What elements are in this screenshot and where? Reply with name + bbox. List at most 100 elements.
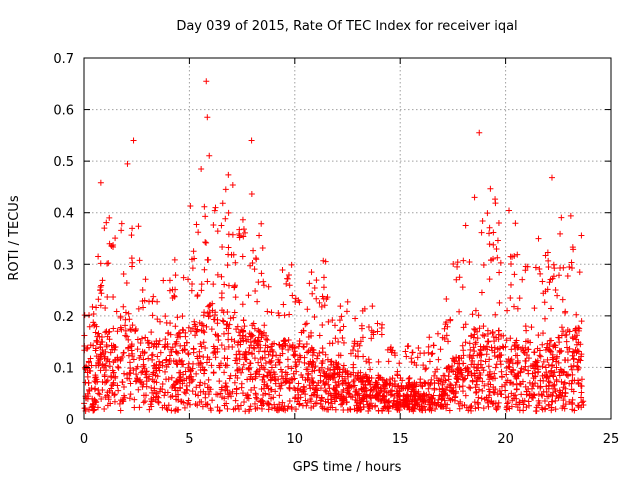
data-point [193, 221, 200, 228]
data-point [332, 406, 339, 413]
x-tick-labels: 0 5 10 15 20 25 [80, 432, 619, 447]
data-point [241, 323, 248, 330]
data-point [139, 287, 146, 294]
data-point [211, 345, 218, 352]
data-point [213, 391, 220, 398]
data-point [175, 330, 182, 337]
data-point [90, 342, 97, 349]
data-point [572, 327, 579, 334]
data-point [281, 337, 288, 344]
data-point [359, 307, 366, 314]
data-point [507, 281, 514, 288]
data-point [460, 360, 467, 367]
data-point [539, 278, 546, 285]
data-point [257, 356, 264, 363]
data-point [577, 357, 584, 364]
data-point [510, 303, 517, 310]
data-point [570, 362, 577, 369]
data-point [450, 261, 457, 268]
data-point [563, 338, 570, 345]
data-point [110, 325, 117, 332]
y-tick-label: 0.6 [53, 104, 74, 119]
data-point [554, 353, 561, 360]
data-point [498, 383, 505, 390]
data-point [86, 406, 93, 413]
data-point [222, 215, 229, 222]
data-point [276, 392, 283, 399]
data-point [419, 407, 426, 414]
data-point [324, 365, 331, 372]
data-point [229, 388, 236, 395]
data-point [185, 397, 192, 404]
data-point [125, 352, 132, 359]
data-point [484, 346, 491, 353]
data-point [100, 364, 107, 371]
data-point [387, 388, 394, 395]
data-point [509, 253, 516, 260]
data-point [489, 347, 496, 354]
data-point [468, 361, 475, 368]
data-point [476, 386, 483, 393]
data-point [286, 282, 293, 289]
data-point [276, 341, 283, 348]
data-point [350, 383, 357, 390]
data-point [197, 379, 204, 386]
data-point [539, 363, 546, 370]
data-point [556, 347, 563, 354]
data-point [492, 375, 499, 382]
data-point [332, 335, 339, 342]
data-point [517, 368, 524, 375]
data-point [145, 355, 152, 362]
data-point [129, 322, 136, 329]
data-point [492, 311, 499, 318]
data-point [304, 349, 311, 356]
data-point [252, 288, 259, 295]
data-point [268, 357, 275, 364]
data-point [262, 360, 269, 367]
data-point [139, 298, 146, 305]
data-point [494, 404, 501, 411]
data-point [320, 379, 327, 386]
data-point [179, 313, 186, 320]
data-point [267, 359, 274, 366]
data-point [503, 371, 510, 378]
data-point [490, 384, 497, 391]
data-point [97, 179, 104, 186]
data-point [541, 299, 548, 306]
data-point [179, 361, 186, 368]
data-point [258, 220, 265, 227]
data-point [190, 349, 197, 356]
data-point [486, 368, 493, 375]
data-point [392, 383, 399, 390]
data-point [176, 329, 183, 336]
data-point [520, 401, 527, 408]
data-point [326, 385, 333, 392]
data-point [470, 344, 477, 351]
data-point [272, 388, 279, 395]
x-tick-label: 20 [497, 432, 514, 447]
data-point [363, 387, 370, 394]
data-point [92, 379, 99, 386]
data-point [560, 384, 567, 391]
data-point [86, 323, 93, 330]
data-point [454, 263, 461, 270]
data-point [200, 322, 207, 329]
data-point [117, 407, 124, 414]
data-point [97, 356, 104, 363]
data-point [540, 358, 547, 365]
data-point [310, 359, 317, 366]
x-axis-label: GPS time / hours [293, 460, 402, 475]
data-point [523, 404, 530, 411]
data-point [192, 401, 199, 408]
data-point [568, 366, 575, 373]
data-point [400, 403, 407, 410]
data-point [439, 403, 446, 410]
data-point [112, 235, 119, 242]
data-point [484, 210, 491, 217]
data-point [261, 348, 268, 355]
data-point [578, 351, 585, 358]
data-point [216, 407, 223, 414]
data-point [162, 313, 169, 320]
data-point [543, 374, 550, 381]
data-point [225, 171, 232, 178]
